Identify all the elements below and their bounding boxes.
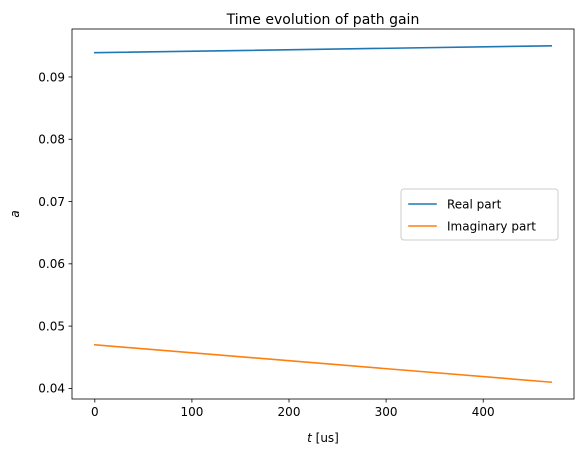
- x-axis-variable: t: [307, 431, 313, 445]
- y-tick-label: 0.06: [38, 257, 65, 271]
- y-tick-label: 0.09: [38, 70, 65, 84]
- series-line-1: [93, 343, 553, 384]
- y-axis-title: a: [8, 210, 22, 217]
- y-axis: 0.04 0.05 0.06 0.07 0.08 0.09: [38, 70, 72, 396]
- x-tick-label: 400: [472, 405, 495, 419]
- series-line-0: [94, 45, 552, 54]
- x-tick-label: 200: [278, 405, 301, 419]
- plot-frame: [71, 28, 575, 400]
- x-tick-label: 0: [91, 405, 99, 419]
- legend-box: [400, 188, 559, 241]
- y-tick-label: 0.08: [38, 133, 65, 147]
- x-axis-title: t [us]: [307, 431, 339, 445]
- x-axis-unit: [us]: [312, 431, 339, 445]
- y-tick-label: 0.05: [38, 319, 65, 333]
- series-layer: [93, 45, 553, 384]
- x-axis: 0 100 200 300 400: [91, 399, 495, 419]
- chart-title: Time evolution of path gain: [226, 12, 420, 28]
- x-tick-label: 300: [375, 405, 398, 419]
- y-tick-label: 0.07: [38, 195, 65, 209]
- y-tick-label: 0.04: [38, 382, 65, 396]
- legend-label-imag: Imaginary part: [447, 220, 536, 234]
- legend: Real part Imaginary part: [400, 188, 559, 241]
- x-tick-label: 100: [180, 405, 203, 419]
- legend-label-real: Real part: [447, 198, 502, 212]
